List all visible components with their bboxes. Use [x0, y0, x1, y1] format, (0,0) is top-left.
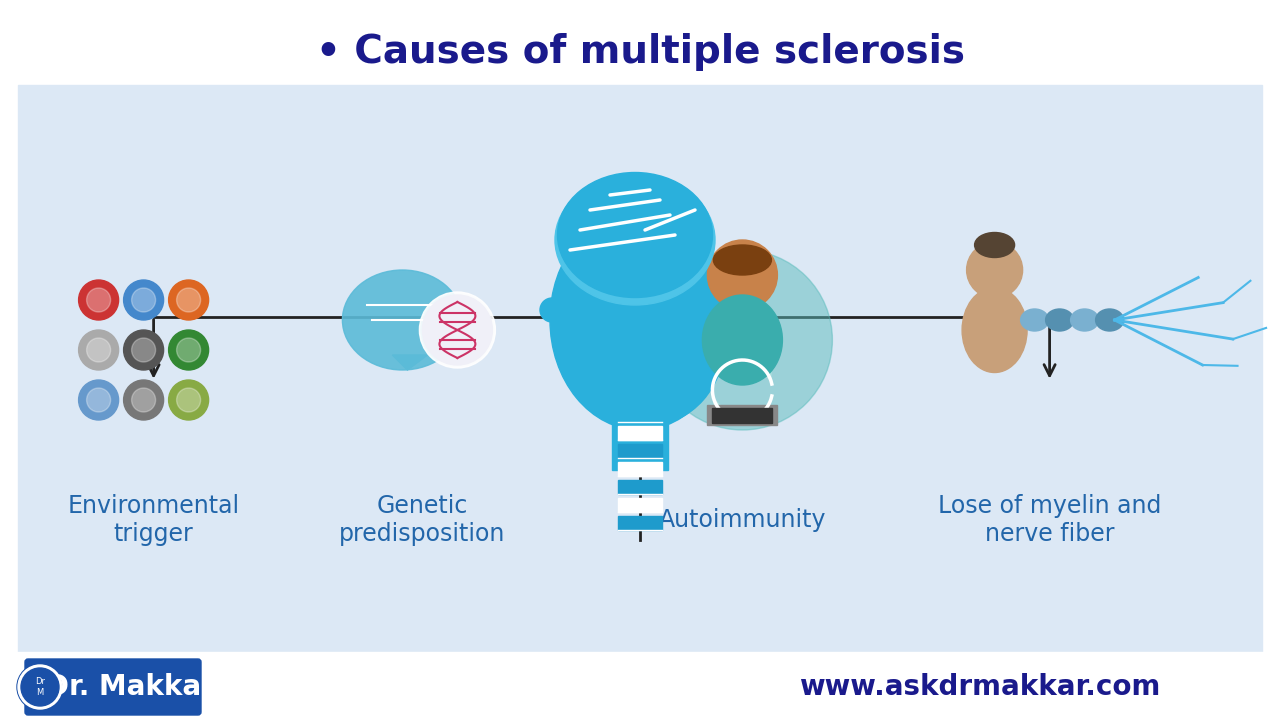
Circle shape — [966, 242, 1023, 298]
Circle shape — [132, 388, 156, 412]
Circle shape — [169, 280, 209, 320]
Bar — [618, 480, 662, 494]
Circle shape — [708, 240, 777, 310]
Bar — [612, 410, 668, 470]
Bar — [618, 498, 662, 512]
Text: Genetic
predisposition: Genetic predisposition — [339, 494, 506, 546]
Text: Dr
M: Dr M — [35, 678, 45, 697]
Bar — [18, 85, 1262, 665]
Bar — [708, 405, 777, 425]
Text: Autoimmunity: Autoimmunity — [659, 508, 826, 532]
Circle shape — [422, 295, 493, 365]
Circle shape — [87, 338, 110, 362]
Circle shape — [17, 664, 63, 710]
Ellipse shape — [1070, 309, 1098, 331]
Bar — [0, 652, 1280, 720]
Ellipse shape — [556, 175, 716, 305]
Circle shape — [169, 380, 209, 420]
Ellipse shape — [703, 295, 782, 385]
Ellipse shape — [713, 245, 772, 275]
Circle shape — [420, 292, 495, 368]
Circle shape — [78, 280, 119, 320]
Ellipse shape — [1020, 309, 1048, 331]
Bar — [618, 462, 662, 476]
Circle shape — [177, 288, 201, 312]
Circle shape — [124, 280, 164, 320]
Circle shape — [87, 388, 110, 412]
Text: • Causes of multiple sclerosis: • Causes of multiple sclerosis — [315, 33, 965, 71]
Ellipse shape — [974, 233, 1015, 258]
Circle shape — [78, 330, 119, 370]
Polygon shape — [393, 355, 428, 370]
Circle shape — [124, 380, 164, 420]
Circle shape — [177, 338, 201, 362]
Circle shape — [540, 298, 564, 322]
Ellipse shape — [575, 255, 724, 425]
Circle shape — [20, 668, 59, 706]
Bar — [618, 426, 662, 440]
Text: www.askdrmakkar.com: www.askdrmakkar.com — [799, 673, 1161, 701]
Circle shape — [124, 330, 164, 370]
Circle shape — [653, 250, 832, 430]
Ellipse shape — [550, 210, 730, 430]
FancyBboxPatch shape — [26, 659, 201, 715]
Ellipse shape — [1096, 309, 1124, 331]
Bar — [0, 0, 1280, 90]
Circle shape — [18, 665, 61, 709]
Ellipse shape — [343, 270, 462, 370]
Circle shape — [78, 380, 119, 420]
Ellipse shape — [1046, 309, 1074, 331]
Circle shape — [177, 388, 201, 412]
Circle shape — [132, 338, 156, 362]
Bar — [618, 516, 662, 530]
Bar — [713, 408, 772, 423]
Text: Dr. Makkar: Dr. Makkar — [46, 673, 215, 701]
Circle shape — [87, 288, 110, 312]
Ellipse shape — [558, 173, 713, 297]
Text: Lose of myelin and
nerve fiber: Lose of myelin and nerve fiber — [938, 494, 1161, 546]
Ellipse shape — [963, 287, 1027, 372]
Circle shape — [169, 330, 209, 370]
Text: Environmental
trigger: Environmental trigger — [68, 494, 239, 546]
Circle shape — [132, 288, 156, 312]
Bar — [618, 444, 662, 458]
